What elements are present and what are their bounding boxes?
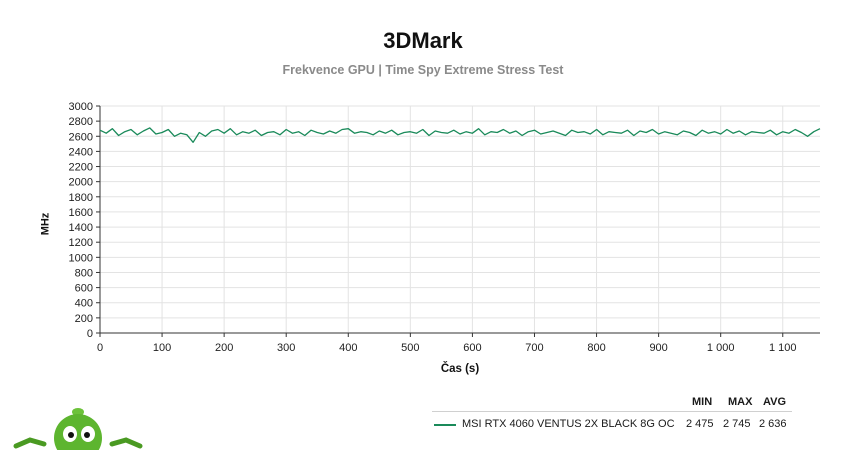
y-axis-label: MHz (39, 212, 52, 236)
legend-header-max: MAX (728, 396, 753, 408)
x-tick-label: 600 (463, 342, 481, 354)
y-tick-label: 1000 (69, 252, 93, 264)
x-tick-label: 100 (153, 342, 171, 354)
x-tick-label: 1 000 (707, 342, 735, 354)
y-tick-label: 800 (75, 267, 93, 279)
y-tick-label: 2000 (69, 177, 93, 189)
y-tick-label: 2800 (69, 116, 93, 128)
x-tick-label: 200 (215, 342, 233, 354)
legend-row: MSI RTX 4060 VENTUS 2X BLACK 8G OC 2 475… (432, 417, 792, 433)
y-tick-label: 2200 (69, 162, 93, 174)
x-tick-label: 300 (277, 342, 295, 354)
x-tick-label: 900 (649, 342, 667, 354)
y-tick-label: 600 (75, 283, 93, 295)
legend-header-min: MIN (692, 396, 713, 408)
y-tick-label: 0 (87, 328, 93, 340)
x-tick-label: 0 (97, 342, 103, 354)
x-tick-label: 400 (339, 342, 357, 354)
x-tick-label: 700 (525, 342, 543, 354)
y-tick-label: 400 (75, 298, 93, 310)
y-tick-label: 200 (75, 313, 93, 325)
legend-swatch (434, 424, 456, 426)
chart-subtitle: Frekvence GPU | Time Spy Extreme Stress … (282, 63, 564, 77)
grid-lines (99, 105, 820, 334)
chart-title: 3DMark (383, 28, 463, 53)
y-tick-label: 1400 (69, 222, 93, 234)
y-tick-label: 1600 (69, 207, 93, 219)
mascot-logo (13, 408, 143, 450)
y-tick-label: 1200 (69, 237, 93, 249)
y-tick-label: 2600 (69, 131, 93, 143)
legend-divider (432, 411, 792, 412)
chart-plot: 0200400600800100012001400160018002000220… (69, 101, 821, 354)
legend-series-name: MSI RTX 4060 VENTUS 2X BLACK 8G OC (462, 418, 675, 430)
legend-max-value: 2 745 (723, 418, 751, 430)
legend-header-avg: AVG (763, 396, 787, 408)
axes (96, 105, 820, 337)
x-axis-label: Čas (s) (440, 363, 480, 375)
series-line (99, 127, 821, 143)
legend-avg-value: 2 636 (759, 418, 787, 430)
x-tick-label: 1 100 (769, 342, 797, 354)
y-tick-label: 2400 (69, 146, 93, 158)
tick-labels: 0200400600800100012001400160018002000220… (69, 101, 797, 354)
x-tick-label: 500 (401, 342, 419, 354)
x-tick-label: 800 (587, 342, 605, 354)
legend-min-value: 2 475 (686, 418, 714, 430)
y-tick-label: 1800 (69, 192, 93, 204)
y-tick-label: 3000 (69, 101, 93, 113)
series-lines (99, 127, 821, 143)
